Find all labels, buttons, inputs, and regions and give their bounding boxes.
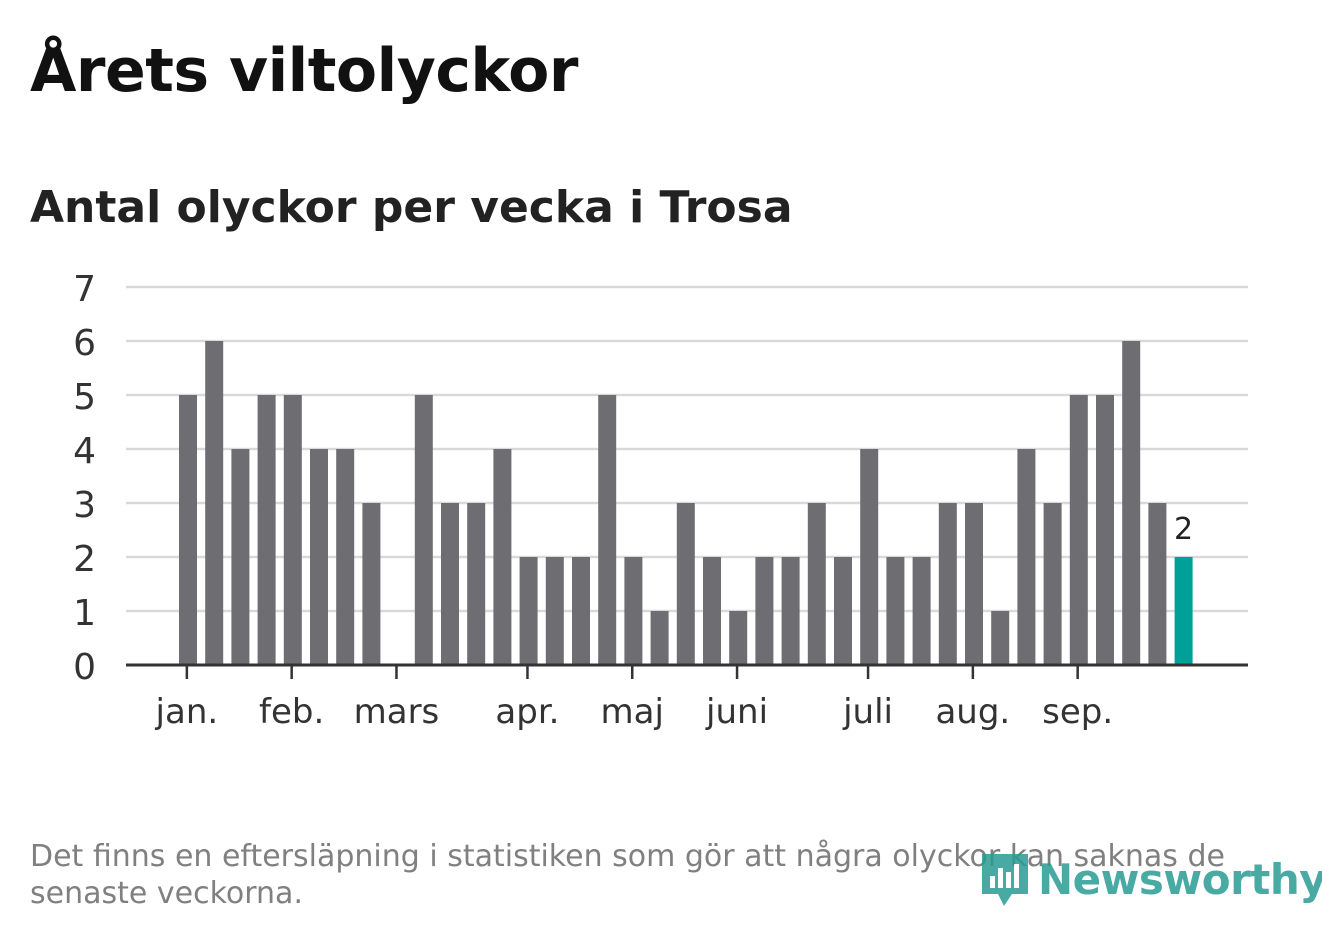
bar — [545, 557, 564, 665]
bar — [650, 611, 669, 665]
bar — [938, 503, 957, 665]
y-tick-label: 5 — [73, 377, 96, 418]
bar — [519, 557, 538, 665]
y-tick-label: 2 — [73, 539, 96, 580]
bar — [362, 503, 381, 665]
bar — [1043, 503, 1062, 665]
bar — [493, 449, 512, 665]
x-tick-label: juli — [842, 692, 893, 732]
bar — [1096, 395, 1114, 665]
bar — [807, 503, 826, 665]
bar — [912, 557, 931, 665]
bar — [886, 557, 905, 665]
bar — [310, 449, 328, 665]
bar — [572, 557, 590, 665]
bar — [965, 503, 983, 665]
bar — [1069, 395, 1088, 665]
bar — [860, 449, 879, 665]
bar — [834, 557, 852, 665]
x-tick-label: maj — [601, 692, 664, 732]
x-tick-label: aug. — [935, 692, 1010, 732]
bar — [231, 449, 250, 665]
bar-chart: 0 1 2 3 4 5 6 7 2 jan. feb. mars apr. maj juni juli aug.… — [73, 269, 1248, 732]
bar — [441, 503, 459, 665]
data-label: 2 — [1174, 512, 1193, 547]
bar — [676, 503, 695, 665]
y-tick-label: 6 — [73, 323, 96, 364]
bar — [1148, 503, 1167, 665]
bar — [179, 395, 197, 665]
bar — [755, 557, 774, 665]
bar — [336, 449, 355, 665]
x-tick-label: apr. — [495, 692, 559, 732]
y-tick-label: 3 — [73, 485, 96, 526]
chart-subtitle: Antal olyckor per vecka i Trosa — [30, 182, 793, 233]
newsworthy-logo-icon — [982, 854, 1028, 906]
brand-name: Newsworthy — [1038, 854, 1322, 904]
x-tick-label: mars — [354, 692, 440, 732]
y-tick-label: 0 — [73, 647, 96, 688]
bar — [1174, 557, 1193, 665]
x-tick-label: jan. — [155, 692, 219, 732]
bar — [414, 395, 433, 665]
x-tick-label: juni — [705, 692, 768, 732]
x-tick-label: sep. — [1042, 692, 1113, 732]
bar — [283, 395, 302, 665]
y-tick-label: 1 — [73, 593, 96, 634]
bar — [781, 557, 800, 665]
y-tick-label: 4 — [73, 431, 96, 472]
bar — [467, 503, 486, 665]
chart-title: Årets viltolyckor — [30, 36, 579, 106]
bar — [624, 557, 643, 665]
brand-logo: Newsworthy — [980, 848, 1322, 910]
bar — [1122, 341, 1141, 665]
bar — [598, 395, 617, 665]
y-tick-label: 7 — [73, 269, 96, 310]
bar — [1017, 449, 1036, 665]
x-tick-label: feb. — [259, 692, 324, 732]
bar — [205, 341, 224, 665]
bar — [991, 611, 1010, 665]
bar — [729, 611, 748, 665]
bar — [257, 395, 276, 665]
bar — [703, 557, 721, 665]
